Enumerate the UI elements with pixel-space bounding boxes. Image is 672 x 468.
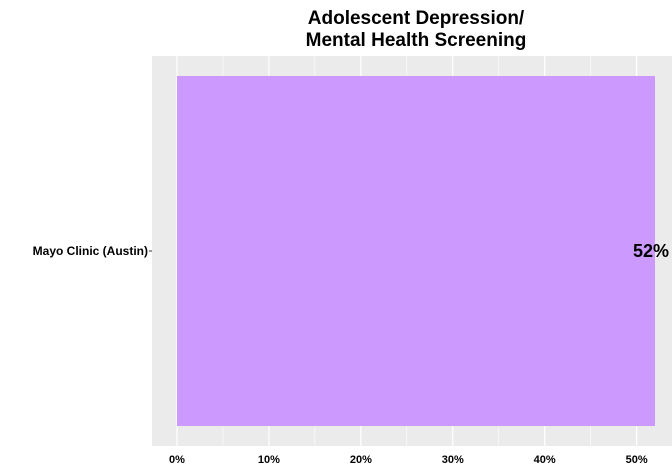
x-tick-label: 0%	[169, 454, 185, 466]
x-tick-label: 30%	[442, 454, 464, 466]
x-tick-label: 50%	[626, 454, 648, 466]
x-tick-label: 20%	[350, 454, 372, 466]
chart-title-line-2: Mental Health Screening	[305, 30, 527, 51]
x-tick-label: 40%	[534, 454, 556, 466]
chart-title-line-1: Adolescent Depression/	[307, 8, 525, 29]
data-label: 52%	[633, 241, 669, 261]
y-tick-label: Mayo Clinic (Austin)	[33, 244, 148, 258]
x-tick-label: 10%	[258, 454, 280, 466]
chart-title: Adolescent Depression/ Mental Health Scr…	[180, 8, 652, 52]
bar	[177, 76, 655, 426]
